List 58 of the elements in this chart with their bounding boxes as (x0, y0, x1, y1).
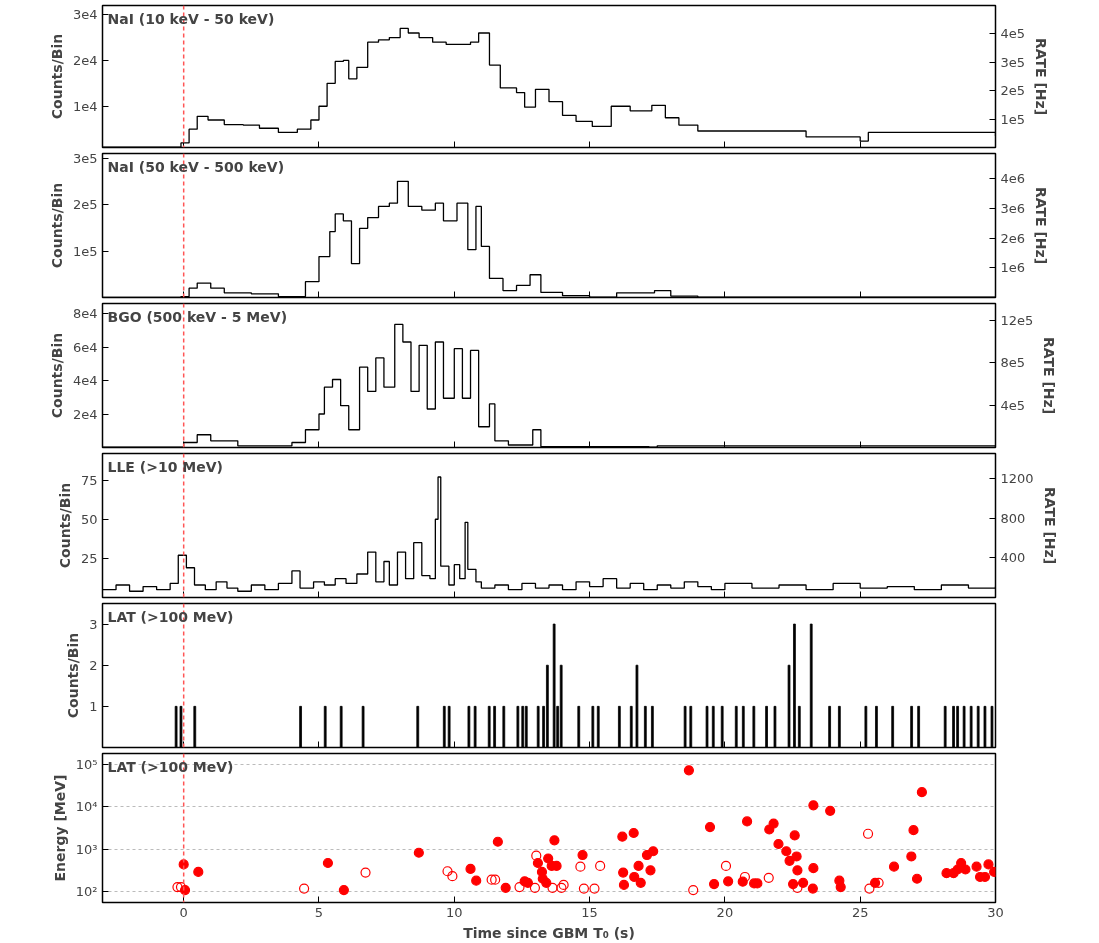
chart-title: BGO (500 keV - 5 MeV) (107, 308, 288, 325)
chart-title: LLE (>10 MeV) (107, 458, 223, 475)
x-tick-label: 25 (851, 904, 869, 920)
y-tick-label: 75 (80, 472, 98, 488)
y-tick-label: 50 (80, 511, 98, 527)
y2-tick-label: 3e5 (1000, 54, 1026, 70)
x-axis-title: Time since GBM T₀ (s) (463, 924, 635, 941)
y-tick-label: 1e4 (72, 98, 98, 114)
x-tick-label: 30 (987, 904, 1004, 920)
y-axis-title: Counts/Bin (48, 33, 65, 120)
x-tick-label: 5 (314, 904, 324, 920)
y-tick-label: 10³ (75, 841, 98, 857)
y2-axis-title: RATE [Hz] (1033, 37, 1050, 116)
y-tick-label: 2e4 (72, 52, 98, 68)
y-tick-label: 25 (80, 550, 98, 566)
y-tick-label: 6e4 (72, 339, 98, 355)
y2-tick-label: 1e5 (1000, 111, 1026, 127)
x-tick-label: 0 (179, 904, 188, 920)
y-axis-title: Counts/Bin (65, 632, 82, 719)
y2-tick-label: 2e5 (1000, 83, 1026, 99)
y-tick-label: 8e4 (72, 306, 98, 322)
y-tick-label: 1 (89, 698, 98, 714)
y2-tick-label: 8e5 (1000, 355, 1026, 371)
y-tick-label: 3e5 (72, 150, 98, 166)
chart-title: LAT (>100 MeV) (107, 608, 234, 625)
y2-tick-label: 1200 (1000, 470, 1034, 486)
y-tick-label: 4e4 (72, 373, 98, 389)
y2-tick-label: 12e5 (1000, 312, 1034, 328)
x-tick-label: 10 (446, 904, 463, 920)
y-tick-label: 3 (89, 616, 98, 632)
y-tick-label: 3e4 (72, 7, 98, 23)
y-tick-label: 2e5 (72, 197, 98, 213)
y2-tick-label: 4e5 (1000, 26, 1026, 42)
y2-tick-label: 2e6 (1000, 230, 1026, 246)
y-tick-label: 10² (75, 883, 98, 899)
x-tick-label: 15 (581, 904, 598, 920)
y-axis-title: Energy [MeV] (51, 774, 68, 882)
y2-tick-label: 3e6 (1000, 200, 1026, 216)
y2-tick-label: 400 (1000, 550, 1026, 566)
chart-title: NaI (50 keV - 500 keV) (107, 158, 285, 175)
y2-tick-label: 4e5 (1000, 397, 1026, 413)
y2-tick-label: 800 (1000, 510, 1026, 526)
y2-tick-label: 1e6 (1000, 260, 1026, 276)
x-tick-label: 20 (716, 904, 734, 920)
y-tick-label: 10⁴ (75, 799, 98, 815)
chart-title: NaI (10 keV - 50 keV) (107, 10, 275, 27)
y-axis-title: Counts/Bin (56, 482, 73, 569)
y-axis-title: Counts/Bin (48, 182, 65, 269)
y2-axis-title: RATE [Hz] (1041, 336, 1058, 415)
y2-axis-title: RATE [Hz] (1033, 186, 1050, 265)
y-axis-title: Counts/Bin (48, 332, 65, 419)
y-tick-label: 1e5 (72, 243, 98, 259)
y2-tick-label: 4e6 (1000, 171, 1026, 187)
y-tick-label: 2e4 (72, 406, 98, 422)
chart-title: LAT (>100 MeV) (107, 758, 234, 775)
y2-axis-title: RATE [Hz] (1041, 486, 1058, 565)
y-tick-label: 2 (89, 657, 98, 673)
y-tick-label: 10⁵ (75, 756, 98, 772)
